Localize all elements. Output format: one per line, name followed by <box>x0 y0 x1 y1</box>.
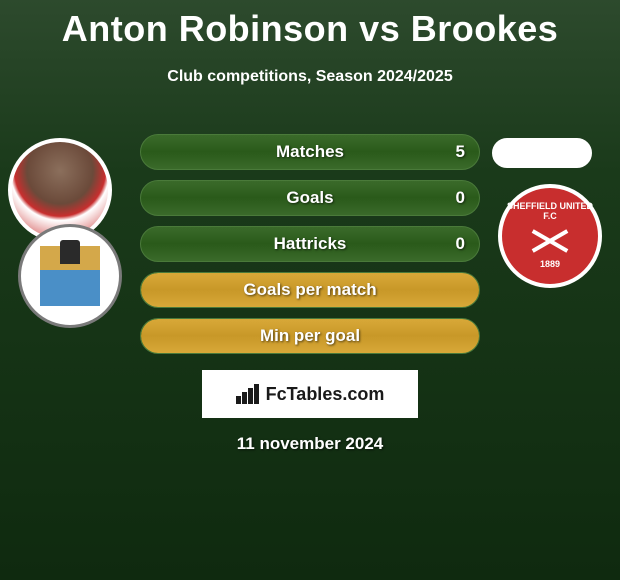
club-right-crest: SHEFFIELD UNITED F.C 1889 <box>498 184 602 288</box>
stat-label: Goals per match <box>141 280 479 300</box>
stat-value-right: 0 <box>456 188 465 208</box>
stats-container: Matches 5 Goals 0 Hattricks 0 Goals per … <box>140 116 480 354</box>
date-text: 11 november 2024 <box>0 434 620 454</box>
comparison-content: SHEFFIELD UNITED F.C 1889 Matches 5 Goal… <box>0 116 620 454</box>
brand-chart-icon <box>236 384 260 404</box>
stat-label: Min per goal <box>141 326 479 346</box>
brand-text: FcTables.com <box>266 384 385 405</box>
club-left-crest <box>18 224 122 328</box>
stat-label: Hattricks <box>141 234 479 254</box>
stat-value-right: 5 <box>456 142 465 162</box>
stat-row-matches: Matches 5 <box>140 134 480 170</box>
subtitle: Club competitions, Season 2024/2025 <box>0 68 620 86</box>
brand-box: FcTables.com <box>202 370 418 418</box>
player-right-avatar <box>492 138 592 168</box>
stat-row-goals-per-match: Goals per match <box>140 272 480 308</box>
crest-right-year: 1889 <box>540 260 560 270</box>
stat-row-goals: Goals 0 <box>140 180 480 216</box>
stat-value-right: 0 <box>456 234 465 254</box>
stat-row-min-per-goal: Min per goal <box>140 318 480 354</box>
stat-label: Goals <box>141 188 479 208</box>
page-title: Anton Robinson vs Brookes <box>0 0 620 50</box>
crest-right-top-text: SHEFFIELD UNITED F.C <box>502 202 598 222</box>
stat-row-hattricks: Hattricks 0 <box>140 226 480 262</box>
stat-label: Matches <box>141 142 479 162</box>
